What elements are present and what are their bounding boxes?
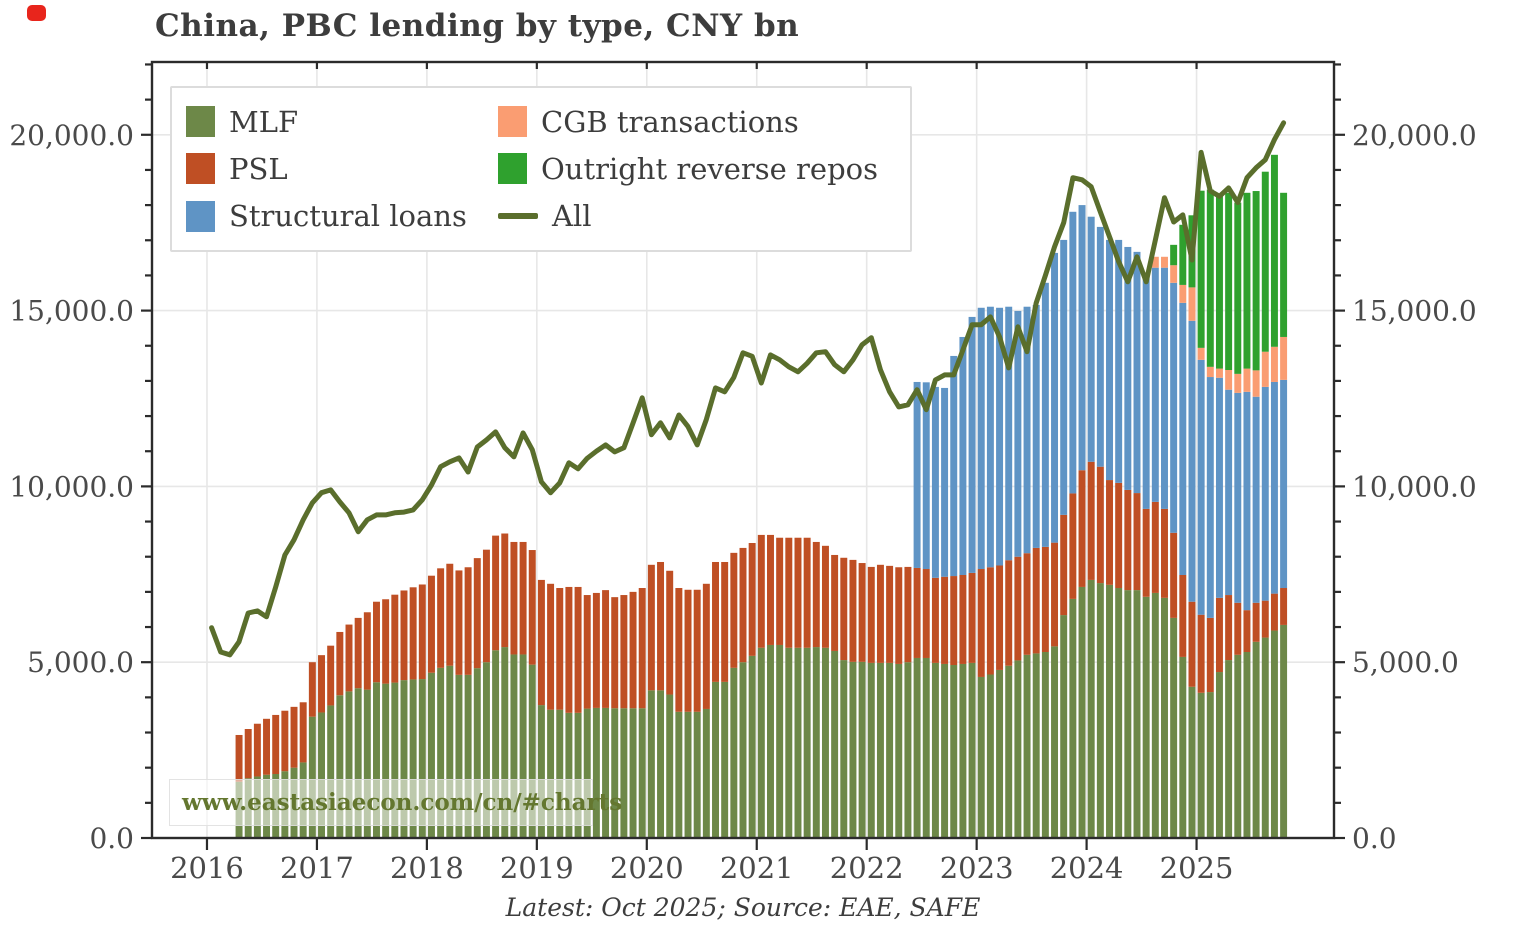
legend-label: Outright reverse repos xyxy=(541,151,878,186)
x-tick-label: 2021 xyxy=(720,851,794,885)
all-line xyxy=(209,120,1287,658)
legend-label: Structural loans xyxy=(229,199,467,234)
legend-item-psl: PSL xyxy=(186,145,498,192)
legend-swatch-line xyxy=(498,213,538,220)
record-indicator xyxy=(27,5,46,21)
x-tick-label: 2018 xyxy=(390,851,464,885)
legend-label: CGB transactions xyxy=(541,104,799,139)
y-axis-left: 0.0 5,000.0 10,000.0 15,000.0 20,000.0 xyxy=(9,63,152,855)
plot-border xyxy=(150,60,1336,840)
x-tick-label: 2025 xyxy=(1160,851,1234,885)
legend-label: All xyxy=(552,199,592,234)
x-tick-label: 2020 xyxy=(610,851,684,885)
source-caption: Latest: Oct 2025; Source: EAE, SAFE xyxy=(505,893,981,922)
y-tick-label-left: 20,000.0 xyxy=(9,119,134,152)
legend-item-outright-reverse-repos: Outright reverse repos xyxy=(498,145,896,192)
legend-item-structural-loans: Structural loans xyxy=(186,193,498,240)
bars-cgb-transactions xyxy=(1151,256,1288,397)
y-tick-label-right: 20,000.0 xyxy=(1352,119,1477,152)
legend-swatch-rect xyxy=(186,153,215,185)
bars-structural-loans xyxy=(913,205,1288,618)
x-tick-label: 2016 xyxy=(170,851,244,885)
bars-mlf xyxy=(235,579,1288,838)
x-axis: 2016 2017 2018 2019 2020 2021 2022 2023 2024 2025 xyxy=(170,62,1233,885)
legend-label: PSL xyxy=(229,151,288,186)
y-tick-label-left: 5,000.0 xyxy=(27,646,134,679)
y-tick-label-right: 15,000.0 xyxy=(1352,295,1477,328)
legend-item-all: All xyxy=(498,193,896,240)
watermark: www.eastasiaecon.com/cn/#charts xyxy=(169,779,622,826)
legend-swatch-rect xyxy=(186,200,215,232)
y-tick-label-left: 0.0 xyxy=(89,822,134,855)
y-tick-label-left: 15,000.0 xyxy=(9,295,134,328)
x-tick-label: 2019 xyxy=(500,851,574,885)
x-tick-label: 2022 xyxy=(830,851,904,885)
bars-psl xyxy=(235,461,1288,782)
x-tick-label: 2024 xyxy=(1050,851,1124,885)
chart-title: China, PBC lending by type, CNY bn xyxy=(155,8,800,44)
y-tick-label-right: 10,000.0 xyxy=(1352,470,1477,503)
legend-swatch-rect xyxy=(186,106,215,138)
legend-item-cgb-transactions: CGB transactions xyxy=(498,98,896,145)
x-tick-label: 2017 xyxy=(280,851,354,885)
legend-label: MLF xyxy=(229,104,299,139)
y-tick-label-left: 10,000.0 xyxy=(9,470,134,503)
legend-item-mlf: MLF xyxy=(186,98,498,145)
y-tick-label-right: 5,000.0 xyxy=(1352,646,1459,679)
stacked-bars xyxy=(235,154,1288,838)
x-tick-label: 2023 xyxy=(940,851,1014,885)
legend-box: MLF PSL Structural loans CGB transactions Ou… xyxy=(170,86,912,252)
bars-outright-reverse-repos xyxy=(1170,154,1288,374)
y-tick-label-right: 0.0 xyxy=(1352,822,1397,855)
legend-swatch-rect xyxy=(498,106,527,138)
legend-swatch-rect xyxy=(498,153,527,185)
y-axis-right: 0.0 5,000.0 10,000.0 15,000.0 20,000.0 xyxy=(1334,63,1477,855)
